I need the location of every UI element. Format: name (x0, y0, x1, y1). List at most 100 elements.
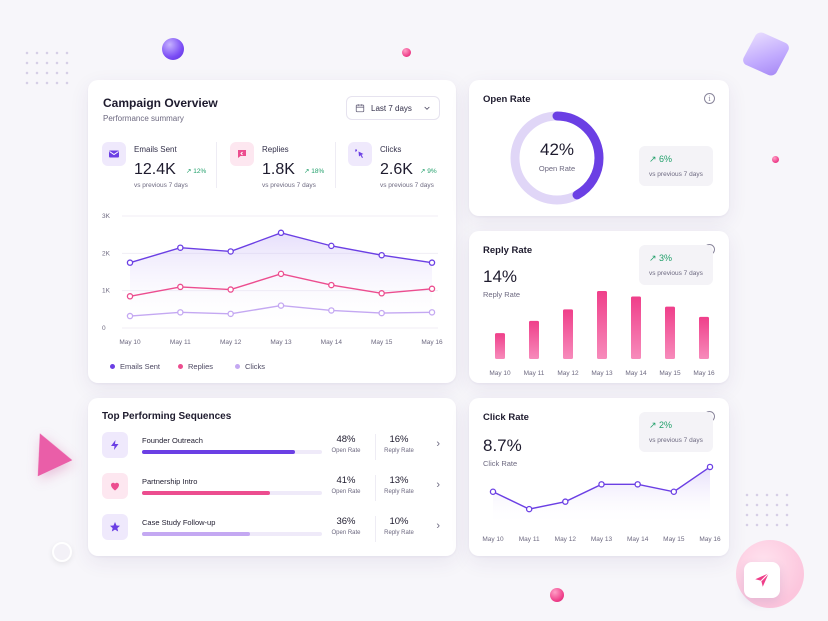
data-point (227, 248, 234, 255)
area-fill (130, 232, 432, 328)
data-point (598, 481, 605, 488)
metric-value: 16% (389, 434, 409, 445)
stat-label: Replies (262, 145, 289, 154)
dot-grid-decoration (742, 490, 794, 532)
stat-compare: vs previous 7 days (380, 182, 434, 189)
calendar-icon (355, 104, 365, 113)
divider (375, 516, 376, 542)
data-point (277, 229, 285, 237)
card-title: Reply Rate (483, 245, 533, 256)
change-pill: ↗ 2% vs previous 7 days (639, 412, 713, 452)
cone-decoration (21, 425, 73, 477)
legend-label: Emails Sent (120, 362, 161, 371)
change-value: ↗ 2% (649, 420, 673, 430)
divider (335, 142, 336, 188)
y-tick-label: 2K (102, 250, 111, 257)
bar (631, 296, 641, 359)
stat-change: ↗ 12% (186, 168, 207, 175)
stat-compare: vs previous 7 days (134, 182, 188, 189)
x-tick-label: May 12 (555, 536, 577, 543)
bar (563, 309, 573, 359)
x-tick-label: May 13 (591, 370, 613, 377)
dot-grid-decoration (22, 48, 74, 90)
progress-fill (142, 450, 295, 454)
chevron-right-icon[interactable]: › (436, 438, 440, 450)
card-subtitle: Performance summary (103, 114, 184, 123)
data-point (277, 302, 285, 309)
data-point (177, 244, 184, 251)
stat-change: ↗ 18% (304, 168, 325, 175)
data-point (126, 293, 134, 300)
data-point (378, 251, 385, 259)
campaign-line-chart: 3K 2K 1K 0 May 10 May 11 May 12 May 13 May 14 May… (102, 213, 443, 346)
sequence-row[interactable]: Founder Outreach 48% Open Rate 16% Reply… (102, 432, 442, 466)
bar (529, 320, 539, 359)
metric-label: Open Rate (331, 530, 361, 536)
date-range-dropdown[interactable]: Last 7 days (346, 96, 440, 120)
area-fill (493, 466, 710, 526)
stat-replies: Replies 1.8K ↗ 18% vs previous 7 days (230, 142, 340, 192)
click-rate-card: Click Rate i 8.7% Click Rate ↗ 2% vs pre… (469, 398, 729, 556)
change-value: ↗ 3% (649, 253, 673, 263)
stat-value: 12.4K (134, 161, 176, 178)
change-pill: ↗ 6% vs previous 7 days (639, 146, 713, 186)
card-title: Top Performing Sequences (102, 411, 232, 422)
sequence-name: Founder Outreach (142, 436, 203, 445)
data-point (126, 259, 134, 266)
y-tick-label: 3K (102, 213, 111, 220)
x-tick-label: May 14 (321, 339, 343, 346)
chevron-right-icon[interactable]: › (436, 479, 440, 491)
x-tick-label: May 10 (119, 339, 141, 346)
metric-label: Reply Rate (384, 489, 414, 495)
mail-icon (102, 142, 126, 166)
legend-item-replies: Replies (178, 362, 213, 371)
sequence-row[interactable]: Case Study Follow-up 36% Open Rate 10% R… (102, 514, 442, 548)
progress-fill (142, 491, 270, 495)
data-point (428, 259, 436, 266)
data-point (277, 270, 285, 278)
card-title: Click Rate (483, 412, 529, 423)
chevron-right-icon[interactable]: › (436, 520, 440, 532)
cursor-click-icon (348, 142, 372, 166)
legend-label: Clicks (245, 362, 265, 371)
sequence-reply-rate: 16% Reply Rate (379, 434, 419, 454)
divider (375, 434, 376, 460)
send-button[interactable] (744, 562, 780, 598)
progress-fill (142, 532, 250, 536)
date-range-label: Last 7 days (371, 103, 412, 113)
data-point (634, 481, 641, 488)
stat-value: 1.8K (262, 161, 295, 178)
x-tick-label: May 15 (659, 370, 681, 377)
pink-sphere-decoration (772, 156, 779, 163)
sequences-card: Top Performing Sequences Founder Outreac… (88, 398, 456, 556)
click-rate-line-chart: May 10 May 11 May 12 May 13 May 14 May 15 May … (482, 463, 721, 543)
big-value: 8.7% (483, 436, 522, 455)
data-point (227, 310, 234, 318)
data-point (328, 242, 335, 250)
data-point (706, 463, 714, 471)
x-tick-label: May 16 (693, 370, 715, 377)
data-point (428, 309, 436, 316)
metric-value: 10% (389, 516, 409, 527)
sequence-reply-rate: 13% Reply Rate (379, 475, 419, 495)
legend-dot (110, 364, 115, 369)
info-icon[interactable]: i (704, 93, 715, 104)
y-tick-label: 1K (102, 288, 111, 295)
sequence-progress (142, 450, 322, 454)
data-point (126, 312, 134, 320)
legend-item-emails: Emails Sent (110, 362, 160, 371)
x-tick-label: May 11 (170, 339, 191, 346)
stat-compare: vs previous 7 days (262, 182, 316, 189)
metric-value: 48% (336, 434, 356, 445)
x-tick-label: May 11 (519, 536, 540, 543)
change-compare: vs previous 7 days (649, 171, 703, 178)
metric-label: Reply Rate (384, 448, 414, 454)
sequence-row[interactable]: Partnership Intro 41% Open Rate 13% Repl… (102, 473, 442, 507)
donut-slice (510, 111, 604, 205)
x-tick-label: May 11 (524, 370, 545, 377)
change-compare: vs previous 7 days (649, 437, 703, 444)
sequence-name: Case Study Follow-up (142, 518, 216, 527)
lightning-icon (102, 432, 128, 458)
data-point (328, 281, 335, 289)
legend-dot (235, 364, 240, 369)
